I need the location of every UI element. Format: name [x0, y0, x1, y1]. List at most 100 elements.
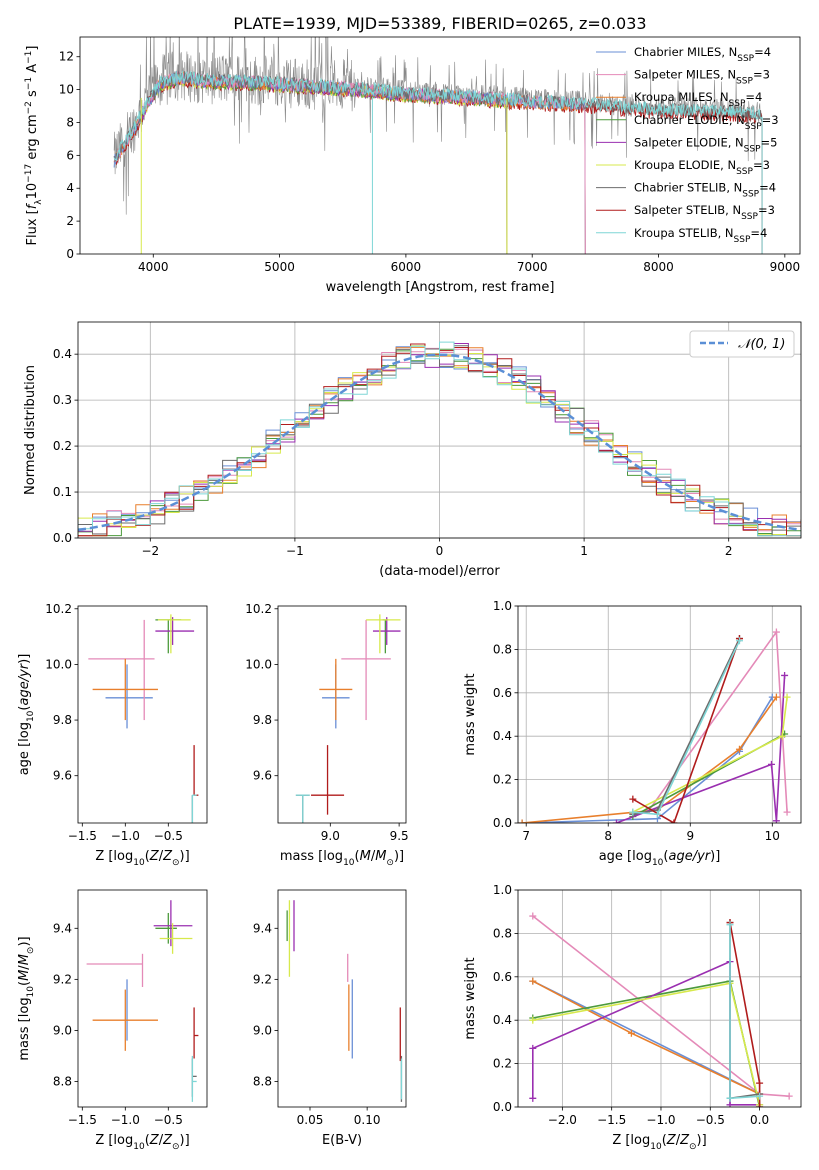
y-tick-label: 8	[66, 115, 74, 129]
y-tick-label: 0.2	[493, 773, 512, 787]
axes-frame: −2 −1 0 1 2 0.0 0.1 0.2 0.3 0.4 𝒩(0, 1) (data-model…	[23, 321, 802, 579]
plot-area	[286, 900, 403, 1102]
legend-label: Salpeter STELIB, NSSP=3	[634, 203, 775, 222]
legend-label: Chabrier STELIB, NSSP=4	[634, 181, 776, 200]
weight-point	[756, 1079, 764, 1087]
gaussian-curve	[78, 353, 801, 532]
x-tick-label: 7	[522, 829, 530, 843]
plot-area	[78, 341, 801, 537]
x-axis-label: age [log10(age/yr)]	[599, 849, 721, 868]
y-tick-label: 0.1	[53, 485, 72, 499]
y-tick-label: 2	[66, 214, 74, 228]
weight-point	[518, 819, 526, 823]
residual-histogram-line	[78, 341, 801, 537]
axes-border	[77, 605, 208, 824]
weight-point	[529, 1094, 537, 1102]
x-tick-label: 0.0	[750, 1113, 769, 1127]
x-tick-label: −1.5	[597, 1113, 626, 1127]
x-tick-label: −2.0	[548, 1113, 577, 1127]
axes-frame: −2.0 −1.5 −1.0 −0.5 0.0 0.0 0.2 0.4 0.6 0.8 1.0 Z […	[463, 883, 802, 1152]
weight-line	[616, 675, 786, 823]
y-tick-label: 9.0	[53, 1023, 72, 1037]
y-tick-label: 0.8	[493, 926, 512, 940]
weight-point	[772, 817, 780, 823]
weight-point	[612, 819, 620, 823]
y-tick-label: 0.0	[53, 531, 72, 545]
axes-border	[79, 36, 801, 255]
x-axis-label: (data-model)/error	[379, 564, 500, 579]
weight-line	[522, 696, 773, 823]
weight-vs-age-panel: 7 8 9 10 0.0 0.2 0.4 0.6 0.8 1.0 age [log10(age/yr…	[463, 599, 802, 868]
spectrum-model-line	[113, 70, 763, 254]
weight-point	[726, 1101, 734, 1107]
x-tick-label: 2	[725, 544, 733, 558]
x-tick-label: −1.5	[68, 1113, 97, 1127]
weight-vs-metallicity-panel: −2.0 −1.5 −1.0 −0.5 0.0 0.0 0.2 0.4 0.6 0.8 1.0 Z […	[463, 883, 802, 1152]
plot-area	[113, 37, 763, 254]
axes-border	[77, 889, 208, 1108]
y-tick-label: 9.2	[253, 972, 272, 986]
y-tick-label: 0.8	[493, 642, 512, 656]
x-tick-label: 9	[686, 829, 694, 843]
x-tick-label: −1.5	[68, 829, 97, 843]
x-tick-label: 0.05	[297, 1113, 324, 1127]
weight-point	[529, 977, 537, 985]
y-tick-label: 0.2	[53, 439, 72, 453]
axes-frame: 4000 5000 6000 7000 8000 9000 0 2 4 6 8 10 12 Chabrie…	[24, 36, 801, 295]
weight-point	[627, 1029, 635, 1037]
legend-label: 𝒩(0, 1)	[738, 337, 785, 352]
weight-point	[629, 795, 637, 803]
y-axis-label: mass weight	[463, 957, 478, 1039]
x-tick-label: 1	[580, 544, 588, 558]
weight-point	[772, 693, 780, 701]
weight-line	[532, 980, 761, 1107]
plot-area	[88, 614, 199, 823]
weight-point	[529, 912, 537, 920]
y-tick-label: 0.0	[493, 816, 512, 830]
axes-border	[277, 605, 407, 824]
y-tick-label: 0.6	[493, 686, 512, 700]
spectrum-model-line	[113, 70, 586, 254]
y-tick-label: 10.2	[45, 602, 72, 616]
axes-frame: −1.5 −1.0 −0.5 9.6 9.8 10.0 10.2 Z [log10(Z/Z⊙)…	[17, 602, 208, 868]
y-tick-label: 9.4	[53, 921, 72, 935]
x-tick-label: −1	[286, 544, 304, 558]
x-tick-label: 5000	[264, 260, 295, 274]
axes-border	[517, 889, 802, 1108]
legend-label: Kroupa ELODIE, NSSP=3	[634, 158, 770, 177]
axes-frame: 0.05 0.10 8.8 9.0 9.2 9.4 E(B-V)	[253, 889, 407, 1148]
legend: Chabrier MILES, NSSP=4 Salpeter MILES, NS…	[596, 45, 779, 245]
legend-label: Salpeter MILES, NSSP=3	[634, 68, 770, 87]
y-tick-label: 10.2	[245, 602, 272, 616]
x-tick-label: 4000	[138, 260, 169, 274]
spectrum-panel: 4000 5000 6000 7000 8000 9000 0 2 4 6 8 10 12 Chabrie…	[24, 36, 801, 295]
x-tick-label: 0.10	[354, 1113, 381, 1127]
y-tick-label: 4	[66, 181, 74, 195]
y-tick-label: 0.0	[493, 1100, 512, 1114]
x-tick-label: −0.5	[154, 1113, 183, 1127]
x-tick-label: 8000	[643, 260, 674, 274]
y-tick-label: 9.6	[53, 769, 72, 783]
y-tick-label: 9.8	[53, 713, 72, 727]
legend	[689, 330, 795, 358]
y-tick-label: 0.6	[493, 970, 512, 984]
y-tick-label: 0	[66, 247, 74, 261]
y-axis-label: Normed distribution	[23, 365, 38, 495]
weight-point	[670, 819, 678, 823]
axes-frame: −1.5 −1.0 −0.5 8.8 9.0 9.2 9.4 Z [log10(Z/Z⊙)] m…	[17, 889, 208, 1152]
y-tick-label: 9.4	[253, 921, 272, 935]
x-tick-label: 9000	[770, 260, 801, 274]
x-tick-label: 10	[765, 829, 780, 843]
y-tick-label: 9.2	[53, 972, 72, 986]
plot-area	[518, 628, 791, 823]
y-tick-label: 8.8	[53, 1074, 72, 1088]
y-tick-label: 0.4	[493, 1013, 512, 1027]
weight-point	[785, 1092, 793, 1100]
weight-point	[778, 732, 786, 740]
axes-frame: 7 8 9 10 0.0 0.2 0.4 0.6 0.8 1.0 age [log10(age/yr…	[463, 599, 802, 868]
x-tick-label: 7000	[517, 260, 548, 274]
weight-point	[629, 808, 637, 816]
axes-border	[517, 605, 802, 824]
x-tick-label: −0.5	[696, 1113, 725, 1127]
weight-point	[781, 671, 789, 679]
